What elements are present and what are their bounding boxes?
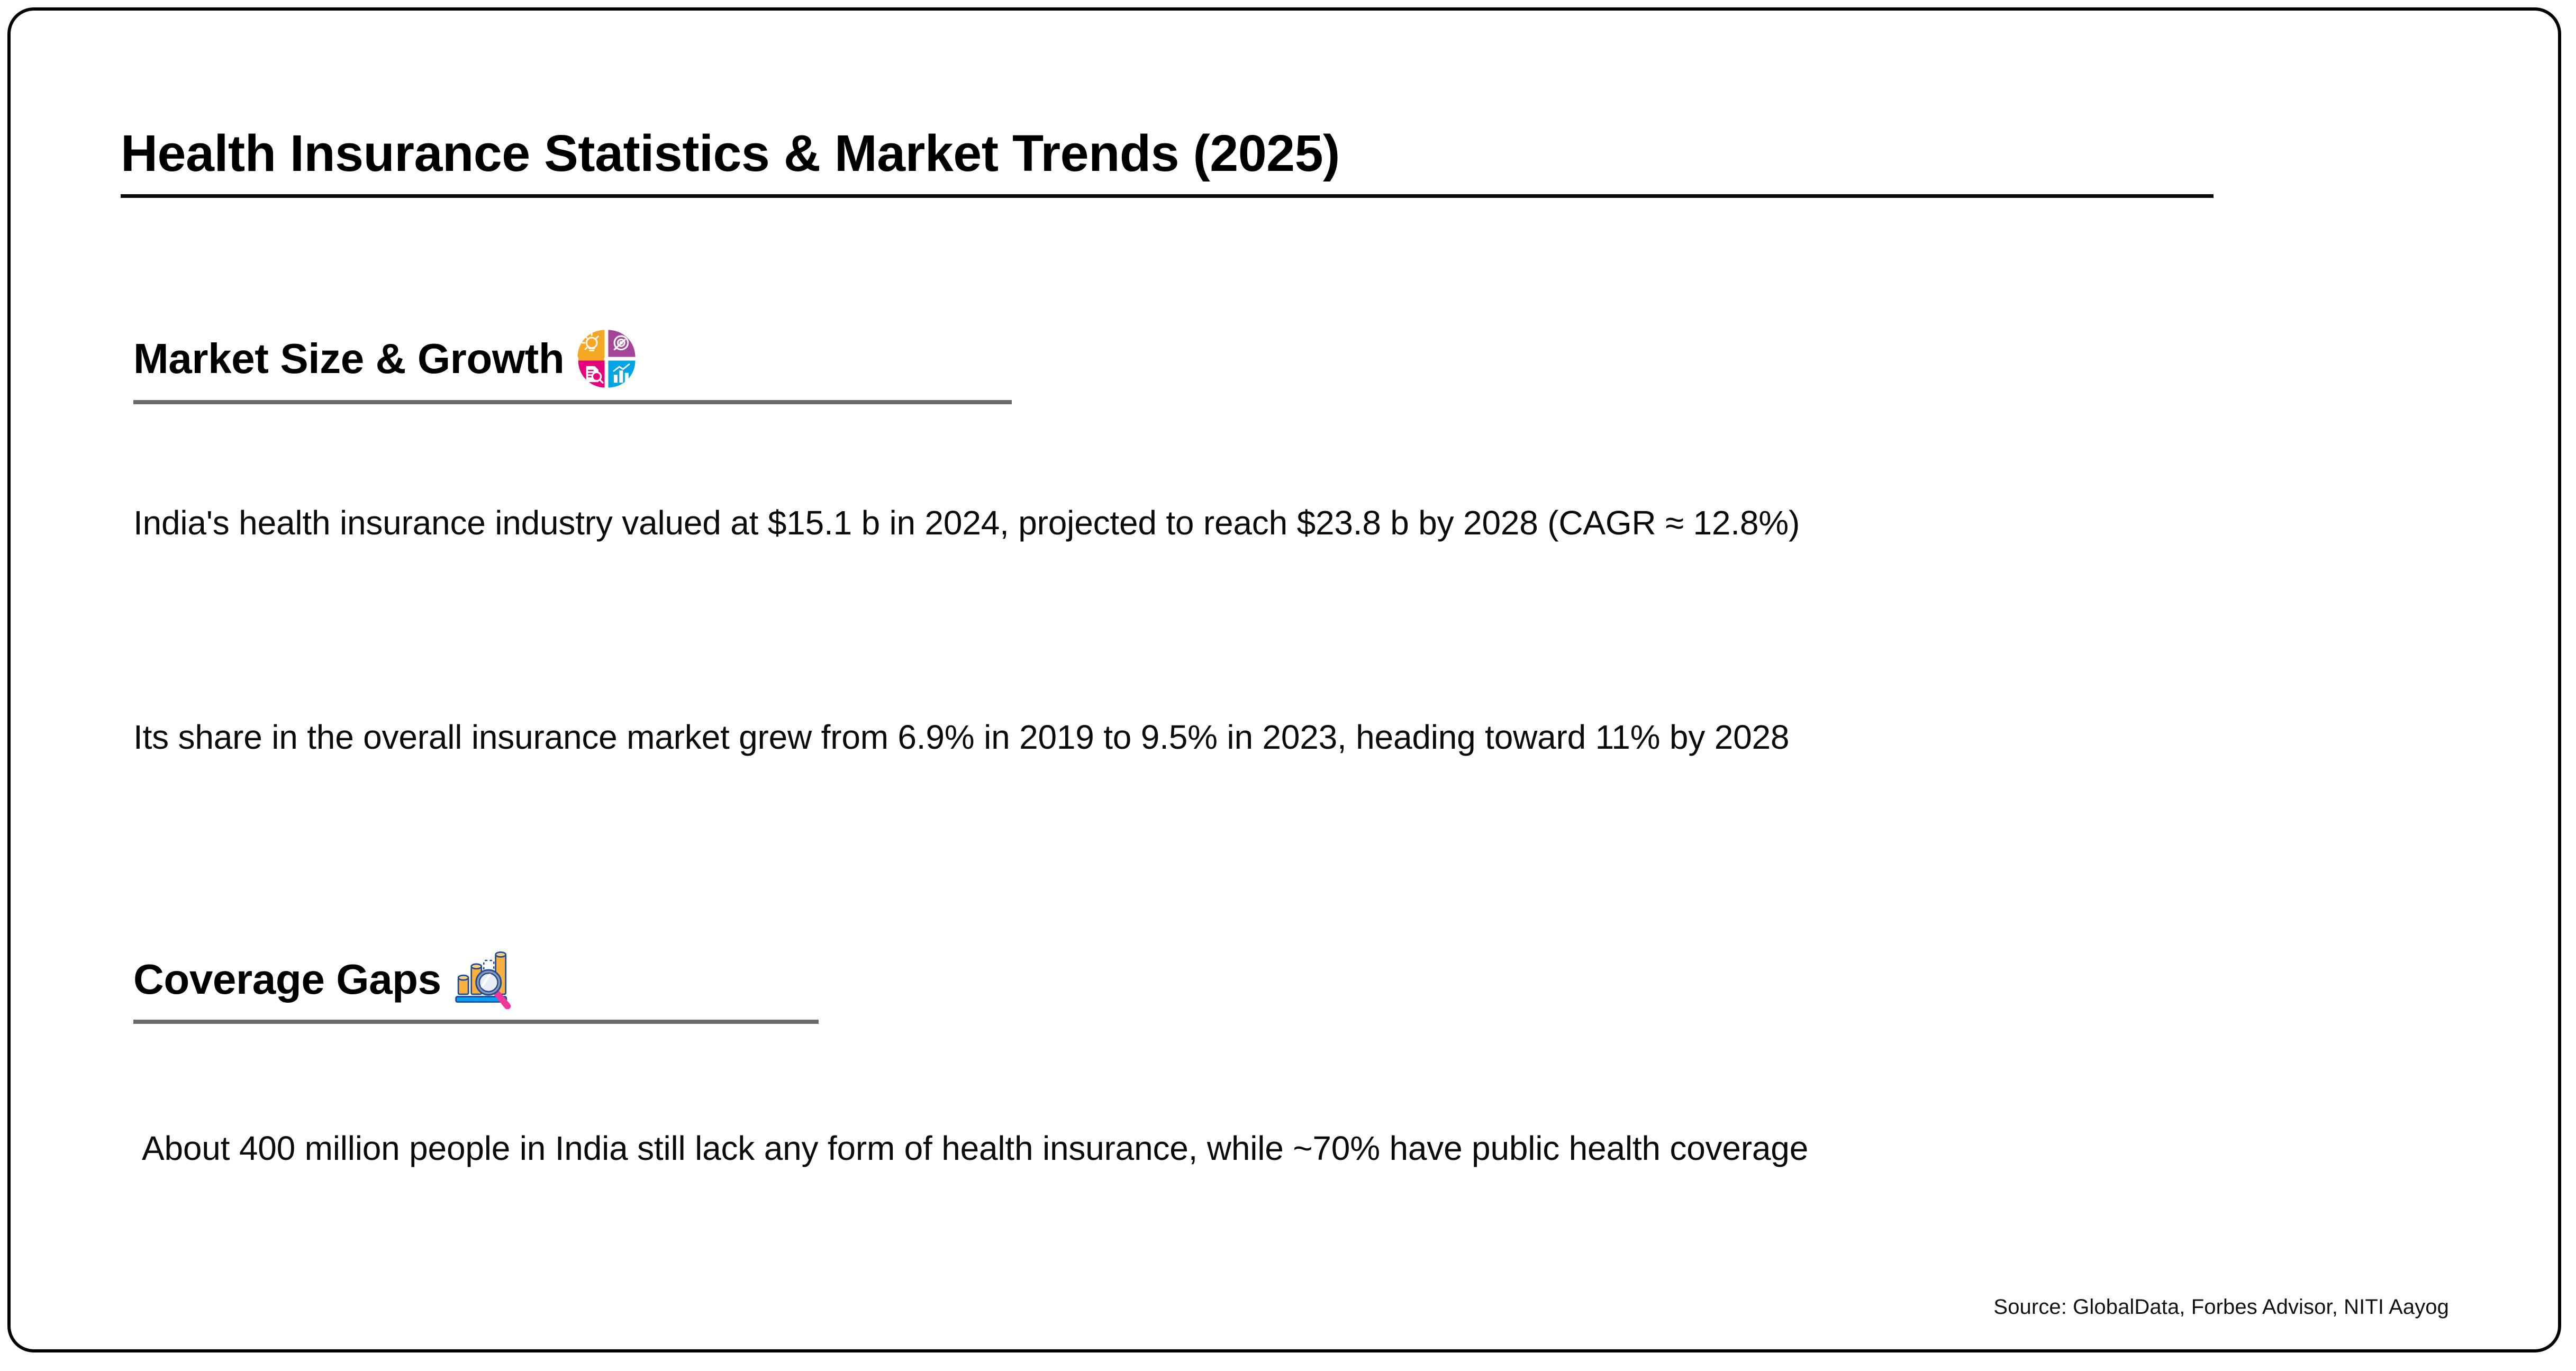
infographic-card: Health Insurance Statistics & Market Tre… — [7, 7, 2561, 1352]
title-underline — [121, 194, 2214, 198]
market-analysis-quadrant-icon — [576, 328, 637, 389]
paragraph-market-share: Its share in the overall insurance marke… — [133, 718, 1790, 756]
section-market-size-growth: Market Size & Growth — [133, 328, 2409, 404]
paragraph-market-size: India's health insurance industry valued… — [133, 504, 1800, 542]
page-title: Health Insurance Statistics & Market Tre… — [121, 124, 1340, 182]
paragraph-coverage-gaps: About 400 million people in India still … — [142, 1129, 1809, 1167]
section-underline — [133, 400, 1012, 404]
source-attribution: Source: GlobalData, Forbes Advisor, NITI… — [1993, 1295, 2449, 1319]
bar-chart-magnifier-icon — [453, 950, 512, 1009]
section-coverage-gaps: Coverage Gaps — [133, 950, 2409, 1024]
section-heading-label: Coverage Gaps — [133, 956, 441, 1003]
section-underline — [133, 1020, 819, 1024]
section-heading-label: Market Size & Growth — [133, 335, 565, 382]
section-heading-row: Coverage Gaps — [133, 950, 2409, 1009]
title-block: Health Insurance Statistics & Market Tre… — [121, 124, 2216, 198]
section-heading-row: Market Size & Growth — [133, 328, 2409, 389]
